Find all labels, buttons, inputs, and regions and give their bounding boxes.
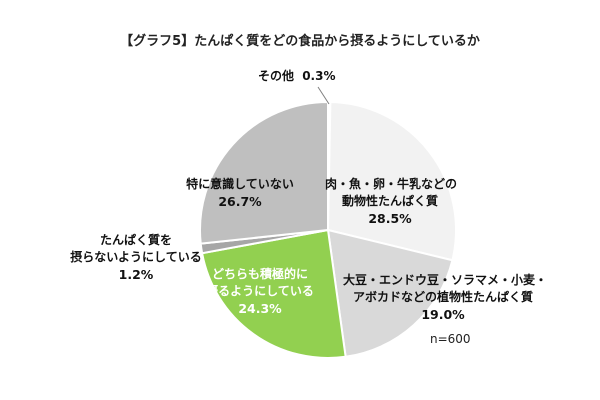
pie-slice-1 [326, 101, 457, 262]
label-unaware: 特に意識していない 26.7% [175, 176, 305, 210]
label-none-pct: 1.2% [118, 267, 154, 282]
label-animal-line1: 肉・魚・卵・牛乳などの [325, 177, 458, 191]
label-plant-line1: 大豆・エンドウ豆・ソラマメ・小麦・ [343, 273, 548, 287]
pie-slice-5 [199, 100, 329, 245]
label-both-line2: 摂るようにしている [206, 284, 314, 298]
label-animal-pct: 28.5% [368, 211, 412, 226]
label-plant-pct: 19.0% [421, 307, 465, 322]
label-unaware-pct: 26.7% [218, 194, 262, 209]
label-plant-line2: アボカドなどの植物性たんぱく質 [352, 290, 533, 304]
label-animal-line2: 動物性たんぱく質 [341, 194, 438, 208]
leader-line-other [317, 86, 330, 105]
label-both-line1: どちらも積極的に [211, 267, 308, 281]
label-none-line2: 摂らないようにしている [70, 250, 202, 264]
label-plant: 大豆・エンドウ豆・ソラマメ・小麦・ アボカドなどの植物性たんぱく質 19.0% [343, 272, 548, 323]
chart-title: 【グラフ5】たんぱく質をどの食品から摂るようにしているか [120, 34, 480, 49]
pie-slice-2 [326, 228, 454, 358]
pie-slice-3 [200, 228, 347, 359]
label-unaware-line1: 特に意識していない [186, 177, 294, 191]
label-both: どちらも積極的に 摂るようにしている 24.3% [200, 266, 320, 317]
label-none: たんぱく質を 摂らないようにしている 1.2% [66, 232, 206, 283]
label-other-text: その他 [258, 69, 295, 83]
label-both-pct: 24.3% [238, 301, 282, 316]
label-animal: 肉・魚・卵・牛乳などの 動物性たんぱく質 28.5% [325, 176, 458, 227]
sample-size-label: n=600 [430, 332, 471, 346]
label-other: その他 0.3% [258, 68, 335, 85]
label-none-line1: たんぱく質を [99, 233, 172, 247]
label-other-pct: 0.3% [302, 69, 336, 83]
